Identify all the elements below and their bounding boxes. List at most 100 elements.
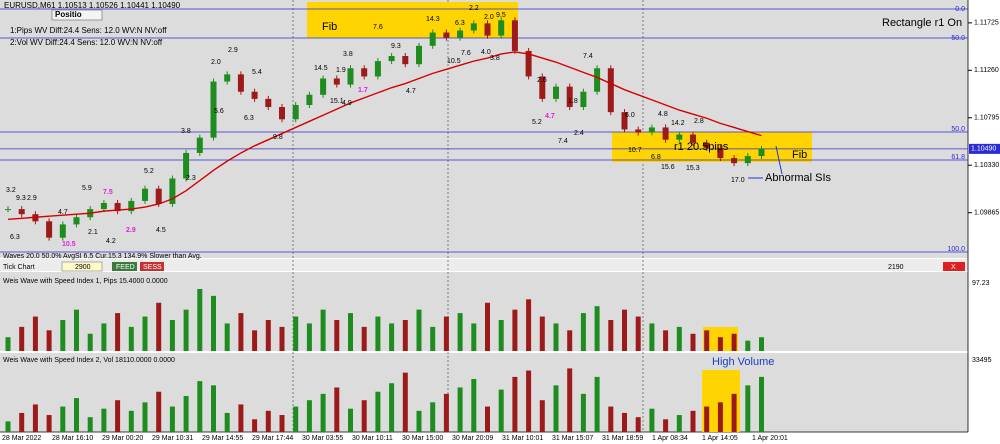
volume-bar [197, 381, 203, 432]
x-tick-label: 1 Apr 08:34 [652, 435, 688, 442]
position-button[interactable] [51, 9, 103, 21]
candle [416, 45, 422, 65]
volume-bar [402, 319, 408, 351]
wave-label: 2.2 [469, 5, 479, 12]
volume-bar [183, 395, 189, 432]
current-price-box [969, 143, 1000, 154]
volume-bar [128, 410, 134, 432]
candle [114, 202, 121, 212]
wave-label: 6.8 [651, 154, 661, 161]
wave-label: 1.9 [336, 67, 346, 74]
count-box[interactable] [61, 261, 103, 272]
volume-bar [156, 302, 162, 351]
wave-label: 17.0 [731, 177, 745, 184]
symbol-info: EURUSD,M61 1.10513 1.10526 1.10441 1.104… [4, 1, 181, 10]
volume-bar [74, 309, 79, 351]
volume-bar [594, 306, 600, 351]
candle [648, 127, 655, 133]
panel-title: Weis Wave with Speed Index 2, Vol 18110.… [3, 357, 175, 364]
volume-bar [238, 313, 244, 351]
candle [292, 105, 299, 120]
wave-label: 3.2 [6, 187, 16, 194]
price-panel [0, 0, 968, 258]
x-tick-label: 30 Mar 20:09 [452, 435, 493, 442]
x-tick-label: 29 Mar 14:55 [202, 435, 243, 442]
volume-bar [128, 326, 134, 351]
volume-bar [485, 406, 490, 432]
wave-label: 2.8 [694, 118, 704, 125]
fib-level-label: 100.0 [947, 246, 965, 253]
volume-bar [731, 333, 737, 351]
candle [347, 68, 354, 85]
status-line: Waves 20.0 50.0% AvgSI 6.5 Cur.15.3 134.… [3, 253, 202, 260]
volume-bar [142, 402, 148, 432]
volume-bar [156, 391, 162, 432]
rectangle-status: Rectangle r1 On [882, 17, 962, 29]
wave-label: 15.1 [330, 98, 344, 105]
wave-label: 5.2 [532, 119, 542, 126]
volume-bar [580, 313, 586, 351]
wave-label: 9.5 [496, 12, 506, 19]
volume-bar [306, 323, 312, 351]
x-tick-label: 31 Mar 15:07 [552, 435, 593, 442]
volume-bar [416, 410, 422, 432]
wave-label: 7.6 [373, 24, 383, 31]
x-tick-label: 31 Mar 18:59 [602, 435, 643, 442]
x-tick-label: 30 Mar 15:00 [402, 435, 443, 442]
feed-label[interactable]: FEED [116, 264, 135, 271]
volume-bar [443, 393, 449, 432]
y-tick-label: 1.09865 [974, 209, 999, 216]
fib-level-label: 50.0 [951, 35, 965, 42]
volume-bar [676, 415, 682, 432]
wave-label: 7.4 [558, 138, 568, 145]
sess-button[interactable] [140, 262, 164, 271]
close-label[interactable]: X [951, 264, 956, 271]
wave-label: 10.5 [447, 58, 461, 65]
volume-bar [690, 333, 696, 351]
sess-label[interactable]: SESS [143, 264, 162, 271]
candle [676, 134, 683, 140]
volume-bar [759, 376, 764, 432]
volume-bar [60, 406, 66, 432]
volume-bar [293, 316, 299, 351]
count-value[interactable]: 2900 [75, 264, 91, 271]
candle [484, 23, 491, 36]
wave-label: 14.3 [426, 16, 440, 23]
moving-average [7, 51, 762, 220]
wave-label: 15.6 [661, 164, 675, 171]
pointer-line [775, 145, 783, 175]
volume-bar [580, 393, 586, 432]
close-button[interactable] [943, 262, 965, 271]
position-button-label[interactable]: Positio [55, 10, 82, 19]
wave-label: 9.3 [391, 43, 401, 50]
x-tick-label: 1 Apr 14:05 [702, 435, 738, 442]
wave-label: 5.4 [252, 69, 262, 76]
volume-bar [704, 330, 710, 351]
wave-label: 14.5 [314, 65, 328, 72]
candle [744, 156, 751, 164]
volume-bar [320, 309, 326, 351]
volume-bar [224, 323, 230, 351]
feed-button[interactable] [112, 262, 137, 271]
wave-label: 4.7 [545, 113, 555, 120]
candle [511, 20, 518, 51]
wave-label: 2.4 [574, 130, 584, 137]
candle [279, 107, 285, 120]
candle [388, 56, 395, 62]
candle [443, 32, 450, 38]
wave-label: 2.6 [537, 77, 547, 84]
candle [758, 148, 765, 157]
volume-bar [115, 313, 121, 351]
indicator-info: 2:Vol WV Diff:24.4 Sens: 12.0 WV:N NV:of… [10, 38, 163, 47]
candle [155, 188, 162, 204]
volume-bar [759, 337, 764, 351]
x-tick-label: 29 Mar 10:31 [152, 435, 193, 442]
volume-bar [526, 299, 532, 351]
wave-label: 2.9 [126, 227, 136, 234]
volume-bar [663, 330, 669, 351]
y-tick-label: 1.11725 [974, 20, 999, 27]
volume-bar [731, 393, 737, 432]
fib-box [307, 2, 518, 38]
volume-bar [169, 319, 175, 351]
